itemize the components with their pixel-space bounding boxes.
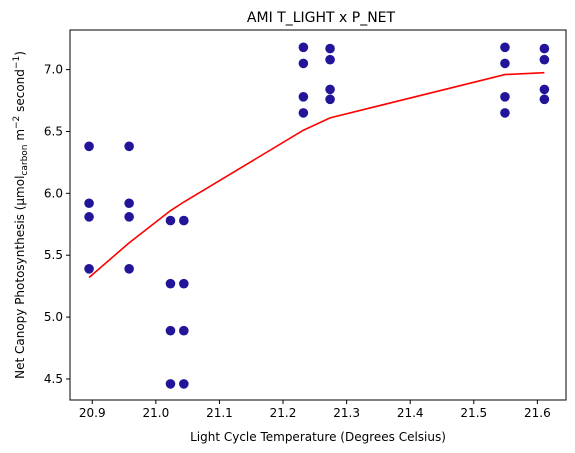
y-axis: 4.5 5.0 5.5 6.0 6.5 7.0	[44, 63, 70, 386]
chart-title: AMI T_LIGHT x P_NET	[247, 10, 396, 26]
data-point	[84, 212, 94, 222]
data-point	[539, 84, 550, 95]
y-tick-label: 5.5	[44, 248, 63, 262]
data-point	[325, 54, 335, 65]
x-tick-label: 21.4	[397, 406, 424, 420]
data-point	[539, 94, 550, 105]
x-tick-label: 21.5	[460, 406, 487, 420]
data-point	[179, 215, 189, 226]
data-point	[325, 43, 335, 54]
trend-line	[88, 71, 545, 279]
x-tick-label: 21.0	[142, 406, 169, 420]
data-point	[165, 215, 176, 226]
data-point	[124, 141, 134, 152]
data-point	[84, 141, 94, 152]
data-point	[124, 212, 134, 222]
y-tick-label: 4.5	[44, 372, 63, 386]
data-point	[325, 84, 335, 95]
data-point	[165, 379, 176, 389]
data-point	[84, 198, 94, 209]
x-tick-label: 20.9	[79, 406, 106, 420]
data-point	[298, 108, 309, 118]
data-point	[165, 278, 176, 289]
data-point	[298, 42, 309, 53]
x-tick-label: 21.6	[524, 406, 551, 420]
data-point	[179, 325, 189, 336]
x-axis: 20.9 21.0 21.1 21.2 21.3 21.4 21.5 21.6	[79, 400, 551, 420]
data-point	[179, 278, 189, 289]
x-tick-label: 21.2	[270, 406, 297, 420]
axes-frame	[69, 29, 567, 401]
data-point	[500, 108, 510, 118]
x-axis-label: Light Cycle Temperature (Degrees Celsius…	[190, 430, 446, 444]
y-tick-label: 6.0	[44, 186, 63, 200]
x-tick-label: 21.3	[333, 406, 360, 420]
data-point	[325, 94, 335, 105]
data-point	[298, 92, 309, 102]
plot-area	[84, 42, 550, 389]
data-point	[298, 58, 309, 69]
y-tick-label: 5.0	[44, 310, 63, 324]
y-tick-label: 7.0	[44, 63, 63, 77]
data-point	[539, 43, 550, 54]
data-point	[124, 198, 134, 209]
data-point	[84, 264, 94, 274]
x-tick-label: 21.1	[206, 406, 233, 420]
y-tick-label: 6.5	[44, 124, 63, 138]
data-point	[500, 58, 510, 69]
data-point	[500, 42, 510, 53]
y-axis-label: Net Canopy Photosynthesis (µmolcarbon m−…	[12, 51, 30, 379]
data-point	[124, 264, 134, 274]
data-point	[179, 379, 189, 389]
data-point	[165, 325, 176, 336]
data-point	[539, 54, 550, 65]
data-point	[500, 92, 510, 102]
